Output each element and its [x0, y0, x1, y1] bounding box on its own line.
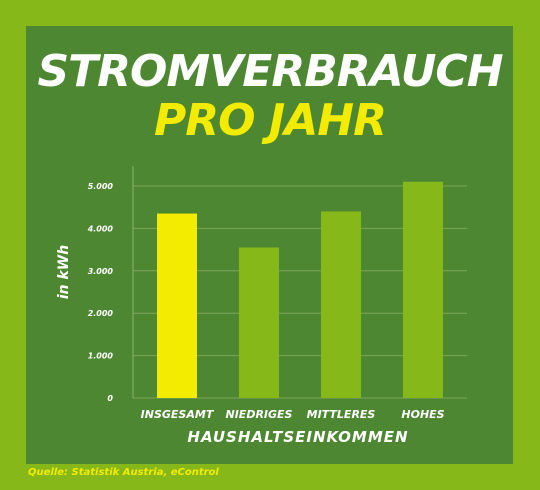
- bar-niedriges: [239, 247, 279, 398]
- x-tick-label: HOHES: [401, 408, 444, 421]
- x-tick-label: MITTLERES: [307, 408, 376, 421]
- x-tick-label: INSGESAMT: [141, 408, 215, 421]
- bar-insgesamt: [157, 213, 197, 398]
- source-note: Quelle: Statistik Austria, eControl: [28, 467, 219, 478]
- y-axis-label: in kWh: [56, 245, 72, 299]
- x-axis-label: HAUSHALTSEINKOMMEN: [187, 428, 408, 446]
- y-tick-label: 3.000: [88, 267, 114, 276]
- y-tick-label: 5.000: [88, 182, 114, 191]
- bar-hohes: [403, 181, 443, 398]
- bar-mittleres: [321, 211, 361, 398]
- y-tick-label: 1.000: [88, 352, 114, 361]
- y-tick-label: 2.000: [88, 309, 114, 318]
- chart-title-line1: STROMVERBRAUCH: [37, 46, 503, 97]
- x-tick-label: NIEDRIGES: [226, 408, 293, 421]
- y-tick-label: 4.000: [87, 224, 114, 233]
- y-tick-label: 0: [107, 394, 113, 403]
- chart-title-line2: PRO JAHR: [154, 95, 387, 146]
